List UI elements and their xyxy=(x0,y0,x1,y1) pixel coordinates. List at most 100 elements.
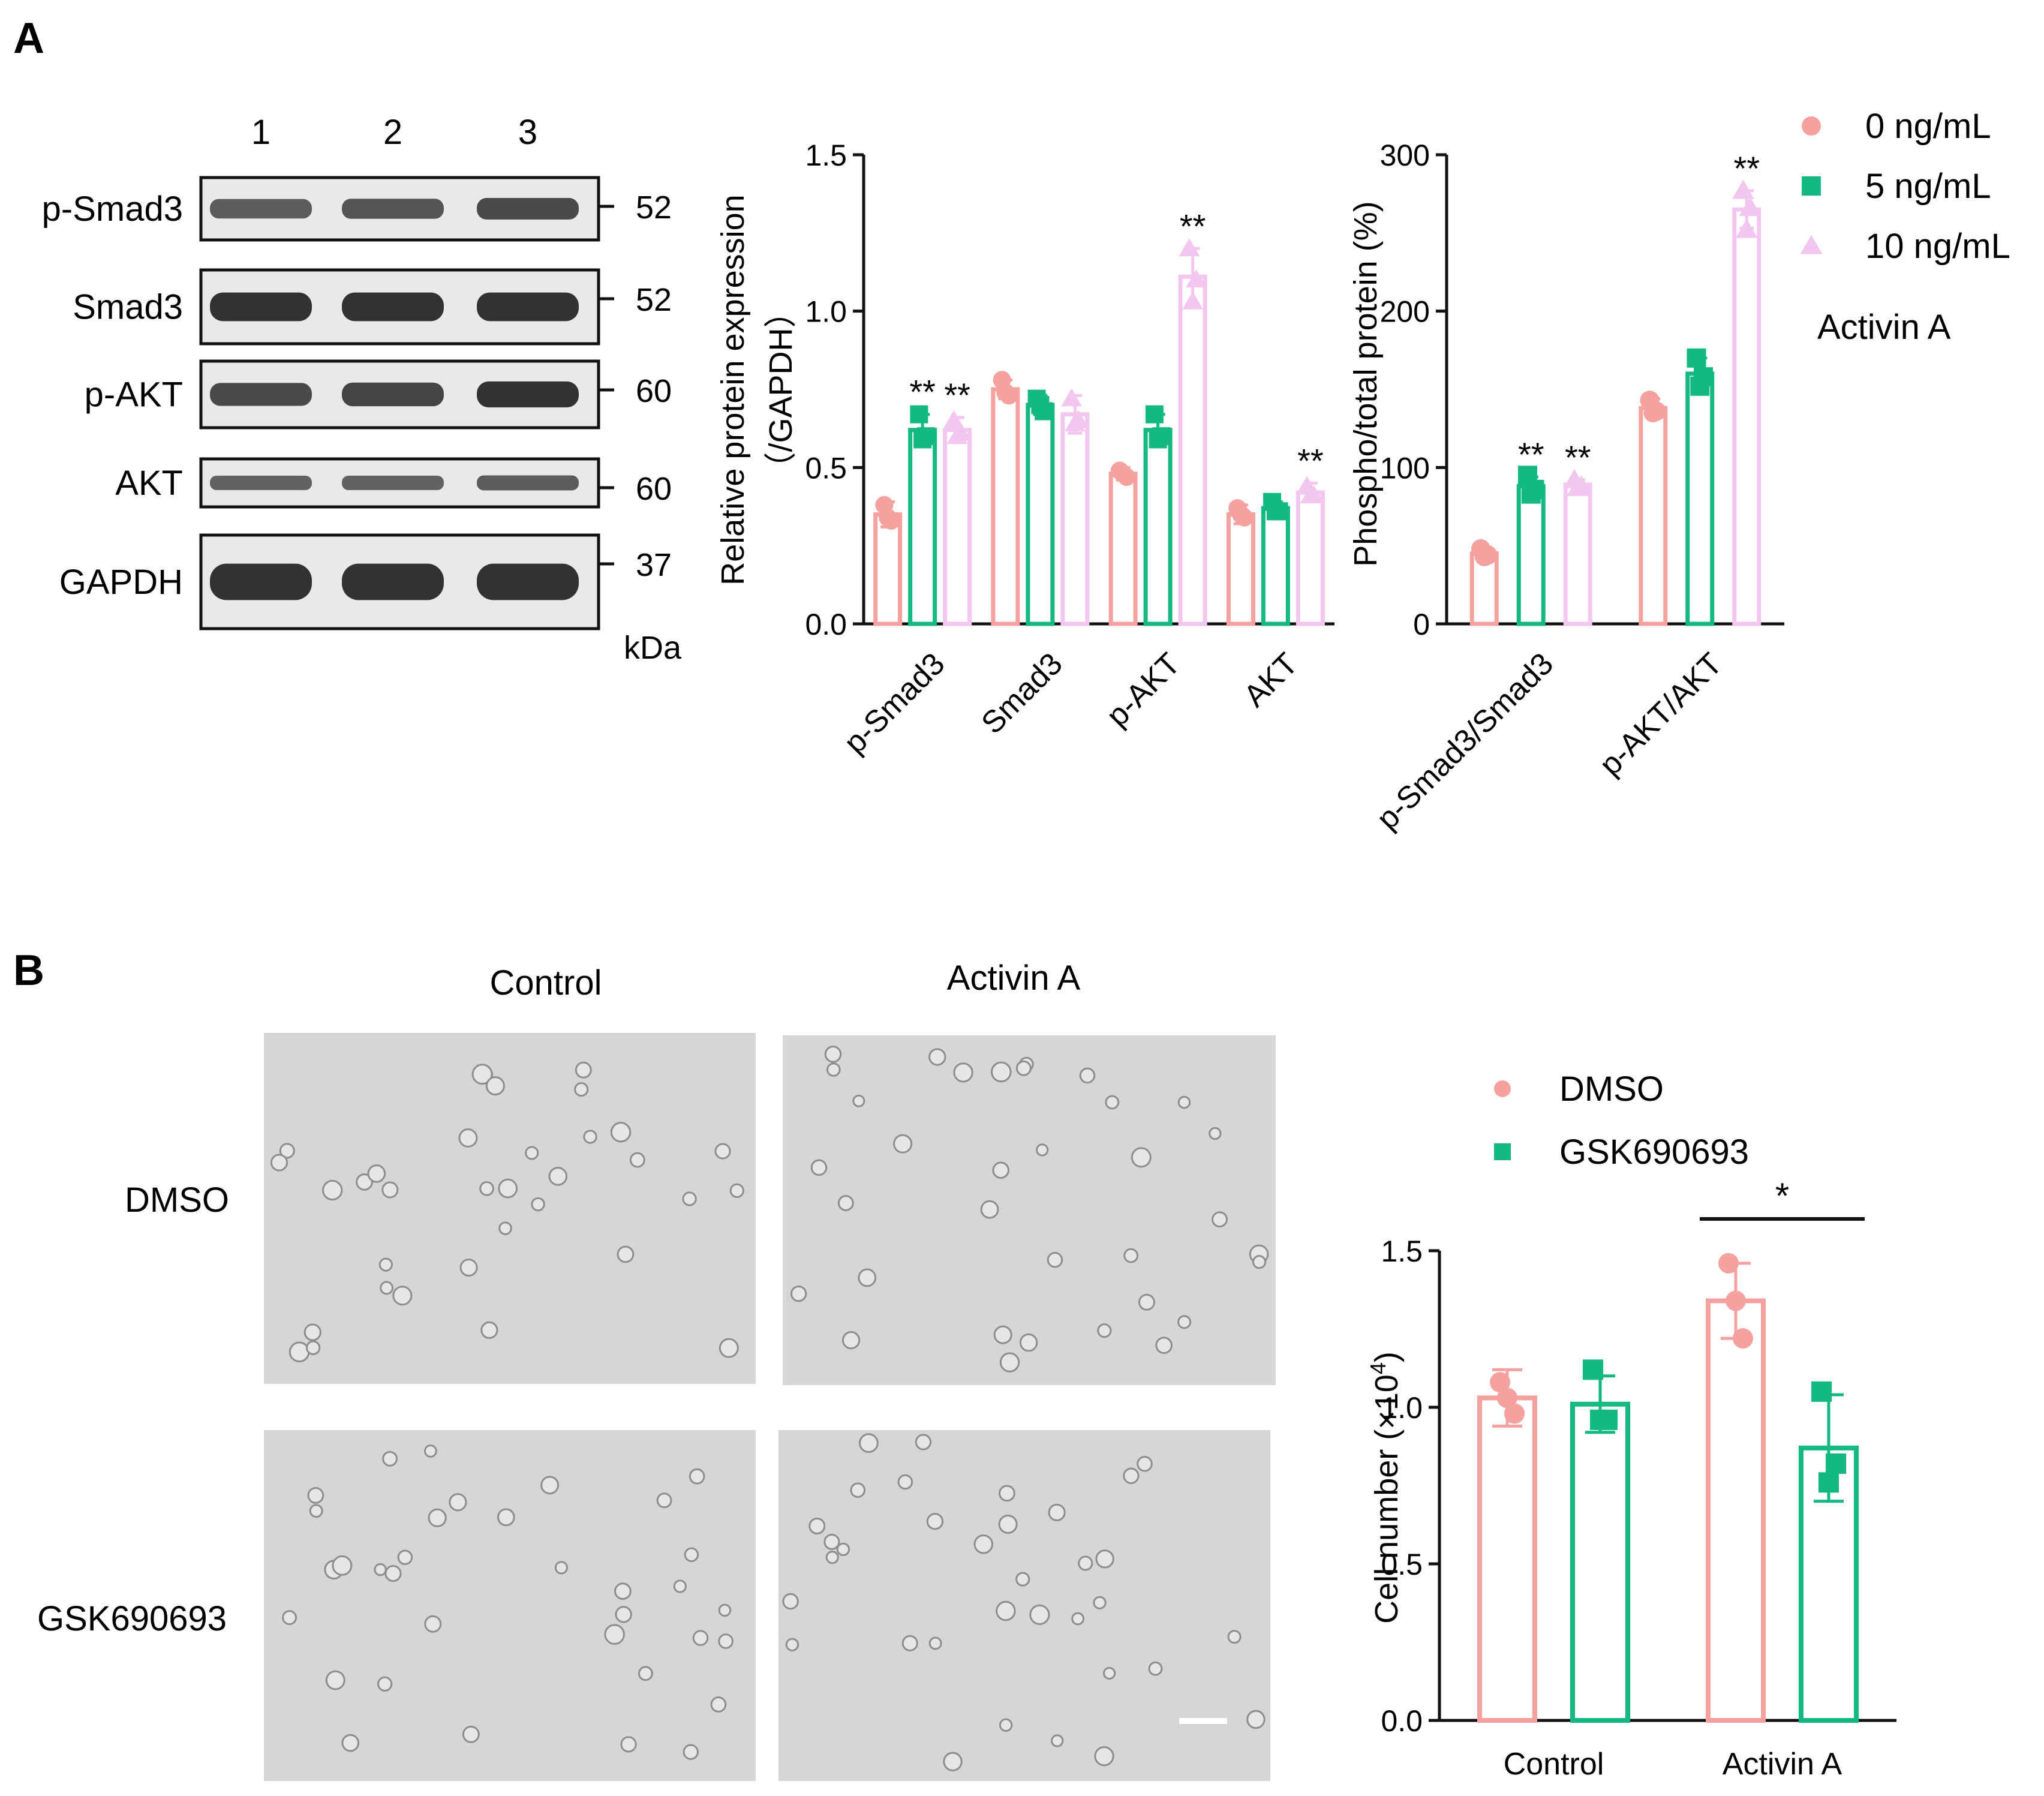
cell xyxy=(480,1321,498,1340)
y-tick-label: 0.5 xyxy=(1381,1548,1423,1581)
cell xyxy=(1177,1095,1191,1109)
cell xyxy=(288,1341,310,1363)
cell xyxy=(810,1159,828,1176)
data-point xyxy=(1490,1372,1510,1393)
kda-value: 52 xyxy=(636,282,672,318)
data-point xyxy=(1687,348,1706,368)
bar xyxy=(1685,371,1715,626)
significance-mark: ** xyxy=(1297,442,1324,479)
data-point xyxy=(1231,505,1250,524)
cell xyxy=(1123,1467,1140,1484)
data-point xyxy=(1590,1409,1610,1430)
x-tick-label: AKT xyxy=(1237,646,1305,714)
cell xyxy=(471,1064,493,1085)
blot-band xyxy=(210,475,312,491)
cell xyxy=(279,1143,295,1159)
bar xyxy=(991,387,1020,626)
blot-band xyxy=(477,198,579,220)
cell xyxy=(397,1549,413,1565)
cell xyxy=(1131,1147,1152,1168)
cell xyxy=(367,1164,386,1183)
legend-label: 10 ng/mL xyxy=(1865,227,2010,266)
y-tick-label: 1.5 xyxy=(805,139,847,172)
cell xyxy=(459,1259,478,1277)
data-point xyxy=(1065,413,1086,432)
y-tick-label: 0 xyxy=(1413,608,1430,641)
significance-mark: ** xyxy=(909,373,936,411)
blot-band xyxy=(342,199,444,219)
cell xyxy=(574,1082,589,1097)
bar xyxy=(1477,1395,1537,1723)
blot-band xyxy=(477,292,579,322)
cell xyxy=(729,1183,744,1199)
cell xyxy=(332,1555,353,1576)
cell xyxy=(540,1476,560,1495)
legend-marker xyxy=(1494,1080,1511,1097)
cell xyxy=(1047,1251,1063,1268)
blot-band xyxy=(342,563,444,600)
significance-mark: ** xyxy=(1733,149,1760,187)
cell xyxy=(1019,1333,1038,1352)
cell xyxy=(808,1517,826,1534)
cell xyxy=(656,1492,672,1509)
row-label-gsk: GSK690693 xyxy=(37,1599,227,1638)
significance-mark: * xyxy=(1775,1176,1789,1216)
significance-mark: ** xyxy=(944,376,970,414)
significance-mark: ** xyxy=(1565,439,1591,476)
cell xyxy=(428,1508,447,1527)
cell xyxy=(392,1286,413,1306)
legend-title: Activin A xyxy=(1817,308,1951,347)
cell xyxy=(548,1167,568,1186)
cell xyxy=(785,1638,799,1651)
blot-band xyxy=(210,292,312,322)
cell xyxy=(926,1513,944,1530)
cell xyxy=(692,1630,709,1646)
cell xyxy=(307,1487,324,1504)
cell xyxy=(378,1257,393,1272)
blot-row-label: AKT xyxy=(115,464,183,503)
cell xyxy=(953,1062,973,1083)
data-point xyxy=(946,425,968,444)
cell xyxy=(610,1122,632,1143)
x-tick-label: Control xyxy=(1504,1747,1604,1782)
data-point xyxy=(913,430,932,449)
cell xyxy=(1155,1337,1173,1354)
bar xyxy=(1178,274,1207,626)
cell xyxy=(1036,1143,1049,1157)
cell xyxy=(604,1624,625,1645)
cell xyxy=(682,1191,697,1206)
cell xyxy=(575,1061,592,1079)
blot-band xyxy=(210,199,312,219)
chart-phospho-total: 0 100 200 300 ** ** p-Smad3/Smad3 ** p-AKT/AKT Ph… xyxy=(1348,139,1784,836)
blot-band xyxy=(477,563,579,600)
cell xyxy=(782,1593,799,1610)
cell xyxy=(485,1076,505,1096)
cell xyxy=(850,1482,866,1498)
cell xyxy=(858,1268,877,1287)
cell xyxy=(993,1325,1012,1344)
cell xyxy=(309,1504,323,1518)
chart-relative-expression: 0.00.51.01.5** **p-Smad3 Smad3**p-AKT**AKT… xyxy=(715,139,1334,761)
cell xyxy=(973,1534,994,1554)
cell xyxy=(1097,1323,1112,1338)
y-tick-label: 1.0 xyxy=(1381,1391,1423,1425)
cell xyxy=(1138,1293,1156,1311)
cell xyxy=(999,1352,1020,1372)
cell xyxy=(1029,1604,1050,1625)
cell xyxy=(479,1181,494,1196)
legend-activin: 0 ng/mL 5 ng/mL 10 ng/mL Activin A xyxy=(1800,107,2010,347)
cell xyxy=(1071,1612,1084,1626)
cell xyxy=(980,1200,999,1219)
col-label-control: Control xyxy=(490,963,602,1002)
panel-b-label: B xyxy=(13,947,44,995)
data-point xyxy=(1504,1403,1525,1424)
bar xyxy=(943,428,972,626)
data-point xyxy=(1474,546,1494,566)
legend-label: 0 ng/mL xyxy=(1865,107,1991,146)
cell xyxy=(858,1433,879,1453)
bar xyxy=(908,428,937,626)
bar xyxy=(1570,1401,1630,1723)
data-point xyxy=(1149,430,1167,449)
micrograph xyxy=(264,1430,756,1781)
